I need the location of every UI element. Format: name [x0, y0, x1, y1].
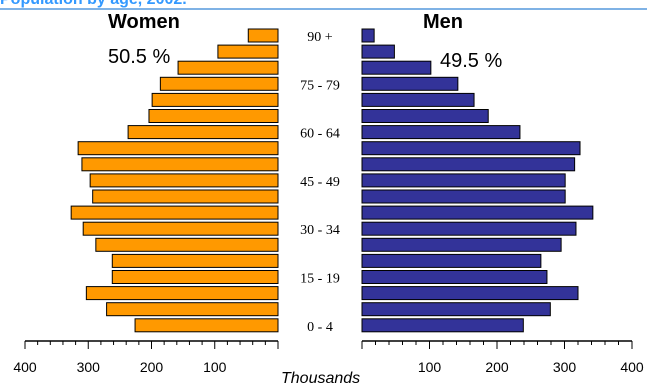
- men-x-tick-label: 200: [485, 359, 509, 375]
- men-bar: [361, 253, 542, 268]
- age-group-label: 30 - 34: [300, 223, 340, 238]
- men-bar: [361, 60, 432, 75]
- women-bar: [177, 60, 279, 75]
- men-bar: [361, 302, 551, 317]
- age-group-label: 0 - 4: [307, 320, 333, 335]
- men-x-tick-label: 300: [553, 359, 577, 375]
- age-group-label: 15 - 19: [300, 272, 340, 287]
- women-bar: [134, 318, 279, 333]
- women-bar: [247, 28, 279, 43]
- men-panel-title: Men: [423, 11, 463, 33]
- women-share-label: 50.5 %: [108, 46, 171, 68]
- women-x-tick-label: 300: [77, 359, 101, 375]
- women-bar: [70, 205, 279, 220]
- men-x-tick-label: 400: [620, 359, 644, 375]
- men-bar: [361, 125, 521, 140]
- women-bar: [92, 189, 279, 204]
- age-group-label: 90 +: [307, 30, 333, 45]
- men-bar: [361, 28, 375, 43]
- women-bar: [159, 76, 279, 91]
- men-bar: [361, 318, 524, 333]
- women-bar: [77, 141, 279, 156]
- men-bar: [361, 221, 577, 236]
- men-bar: [361, 173, 566, 188]
- age-group-label: 75 - 79: [300, 78, 340, 93]
- age-group-label: 45 - 49: [300, 175, 340, 190]
- men-x-tick-label: 100: [418, 359, 442, 375]
- title-divider: [0, 8, 647, 10]
- women-bar: [127, 125, 279, 140]
- men-bar: [361, 141, 581, 156]
- women-x-tick-label: 200: [140, 359, 164, 375]
- men-bar: [361, 237, 562, 252]
- women-panel-title: Women: [108, 11, 180, 33]
- x-axis-label: Thousands: [281, 370, 361, 387]
- men-bar: [361, 157, 576, 172]
- men-bar: [361, 286, 579, 301]
- women-bar: [95, 237, 279, 252]
- women-x-tick-label: 100: [203, 359, 227, 375]
- women-bar: [148, 109, 279, 123]
- men-bar: [361, 270, 548, 284]
- age-group-label: 60 - 64: [300, 127, 340, 142]
- women-x-tick-label: 400: [13, 359, 37, 375]
- women-bar: [81, 157, 279, 172]
- women-bar: [106, 302, 279, 317]
- men-bar: [361, 44, 395, 59]
- men-bar: [361, 92, 475, 107]
- men-bar: [361, 189, 566, 204]
- women-bar: [111, 270, 279, 284]
- men-bar: [361, 76, 459, 91]
- chart-title: Population by age, 2002.: [0, 0, 187, 9]
- women-bar: [111, 253, 279, 268]
- men-bar: [361, 205, 594, 220]
- men-bar: [361, 109, 489, 123]
- women-bar: [151, 92, 279, 107]
- women-bar: [82, 221, 279, 236]
- women-bar: [89, 173, 279, 188]
- men-share-label: 49.5 %: [440, 50, 503, 72]
- women-bar: [85, 286, 279, 301]
- women-bar: [217, 44, 279, 59]
